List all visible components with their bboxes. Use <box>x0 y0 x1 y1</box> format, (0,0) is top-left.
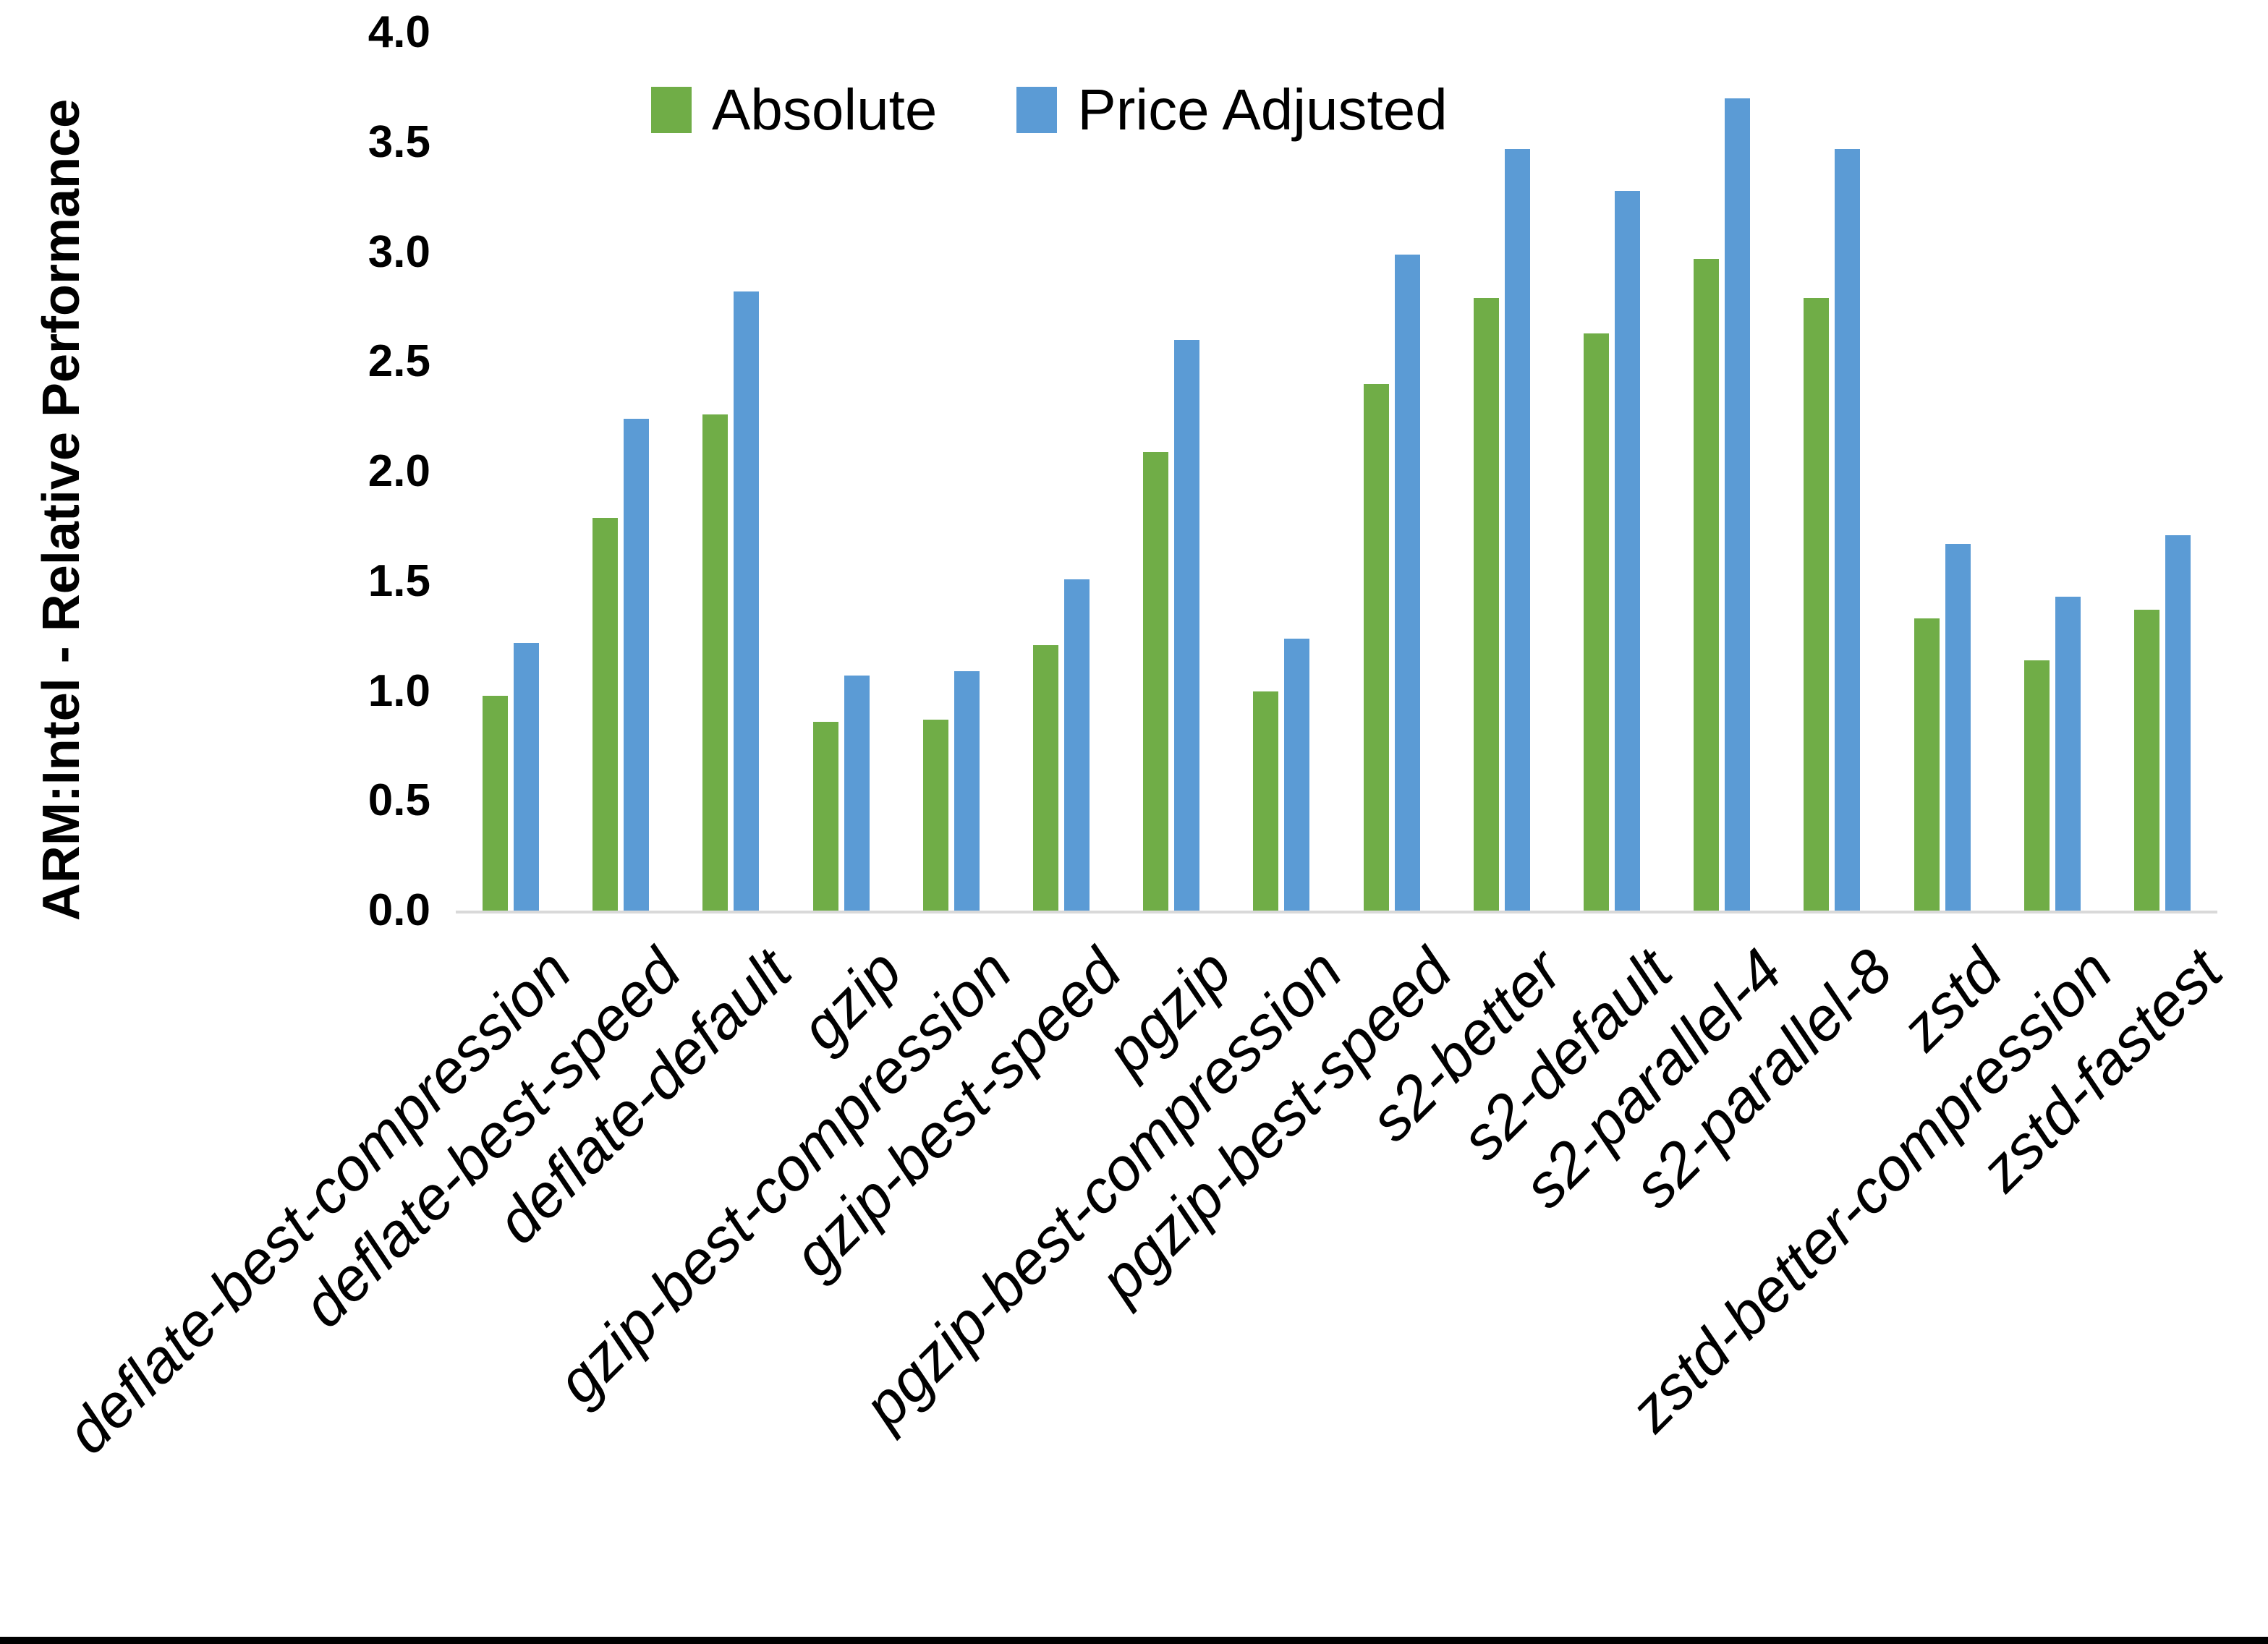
bar-price-adjusted-zstd-fastest <box>2165 535 2191 911</box>
bar-price-adjusted-gzip-best-speed <box>1064 579 1090 911</box>
legend-label-absolute: Absolute <box>712 77 938 142</box>
plot-area <box>456 33 2217 913</box>
bar-price-adjusted-pgzip-best-compression <box>1284 638 1310 911</box>
bar-absolute-zstd-better-compression <box>2023 660 2050 911</box>
bar-price-adjusted-deflate-best-compression <box>514 642 540 911</box>
y-tick-label: 3.5 <box>368 116 430 167</box>
legend: Absolute Price Adjusted <box>651 81 1448 139</box>
y-tick-label: 0.5 <box>368 775 430 826</box>
y-tick-label: 1.5 <box>368 555 430 606</box>
bar-absolute-zstd <box>1914 618 1940 911</box>
bar-price-adjusted-deflate-best-speed <box>624 419 650 911</box>
bar-price-adjusted-deflate-default <box>734 291 760 911</box>
bar-absolute-deflate-default <box>702 414 729 911</box>
bar-price-adjusted-s2-default <box>1614 190 1640 911</box>
bar-absolute-s2-parallel-4 <box>1694 258 1720 911</box>
y-tick-label: 0.0 <box>368 885 430 935</box>
bar-price-adjusted-zstd-better-compression <box>2055 597 2081 911</box>
bar-absolute-gzip-best-speed <box>1033 644 1059 911</box>
bar-price-adjusted-gzip-best-compression <box>954 671 980 911</box>
bar-absolute-zstd-fastest <box>2133 610 2159 911</box>
bar-price-adjusted-gzip <box>844 676 870 911</box>
legend-item-absolute: Absolute <box>651 81 937 139</box>
bar-absolute-s2-better <box>1473 298 1499 911</box>
bar-absolute-deflate-best-speed <box>593 517 619 911</box>
legend-label-price-adjusted: Price Adjusted <box>1077 77 1448 142</box>
bar-absolute-deflate-best-compression <box>483 695 509 911</box>
bar-absolute-gzip <box>812 722 838 911</box>
legend-item-price-adjusted: Price Adjusted <box>1016 77 1448 142</box>
bar-price-adjusted-pgzip-best-speed <box>1394 254 1420 911</box>
legend-swatch-price-adjusted-icon <box>1016 87 1058 133</box>
bar-absolute-pgzip-best-compression <box>1253 691 1279 911</box>
bar-price-adjusted-zstd <box>1945 544 1971 911</box>
y-tick-label: 2.5 <box>368 336 430 387</box>
bar-price-adjusted-pgzip <box>1174 339 1200 911</box>
y-tick-label: 3.0 <box>368 226 430 277</box>
bar-absolute-pgzip <box>1143 451 1169 911</box>
bar-absolute-gzip-best-compression <box>922 719 948 911</box>
y-tick-label: 4.0 <box>368 7 430 57</box>
bar-absolute-pgzip-best-speed <box>1363 383 1389 911</box>
legend-swatch-absolute-icon <box>651 87 692 133</box>
y-axis-title: ARM:Intel - Relative Performance <box>33 98 90 921</box>
bar-absolute-s2-default <box>1583 333 1609 911</box>
bar-price-adjusted-s2-parallel-8 <box>1835 148 1861 911</box>
bar-price-adjusted-s2-parallel-4 <box>1725 98 1751 911</box>
y-tick-label: 1.0 <box>368 665 430 716</box>
y-tick-label: 2.0 <box>368 446 430 496</box>
bar-price-adjusted-s2-better <box>1504 148 1530 911</box>
bar-absolute-s2-parallel-8 <box>1804 298 1830 911</box>
bottom-edge-line <box>0 1637 2268 1644</box>
